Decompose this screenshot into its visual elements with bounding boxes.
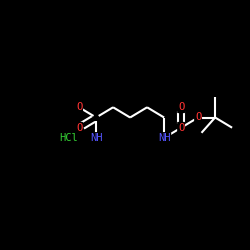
Text: NH: NH bbox=[158, 133, 170, 143]
Text: O: O bbox=[76, 102, 82, 112]
Text: NH: NH bbox=[90, 133, 102, 143]
Text: O: O bbox=[76, 123, 82, 133]
Text: O: O bbox=[178, 123, 184, 133]
Text: O: O bbox=[178, 102, 184, 112]
Text: O: O bbox=[195, 112, 201, 122]
Text: HCl: HCl bbox=[60, 133, 78, 143]
